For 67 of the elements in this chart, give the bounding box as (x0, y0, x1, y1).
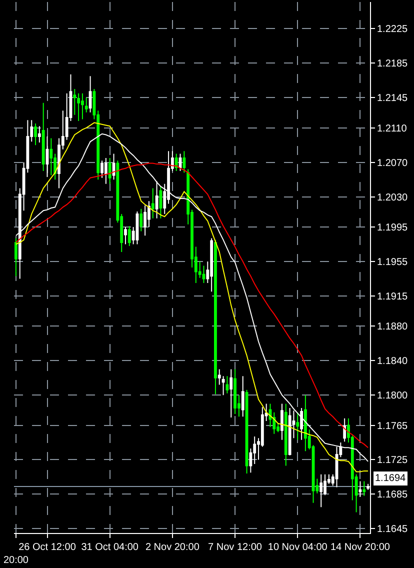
y-tick-label: 1.1840 (377, 356, 408, 368)
candlestick (88, 76, 92, 113)
y-tick-label: 1.1725 (377, 455, 408, 466)
candlestick (84, 97, 88, 113)
candlestick (241, 376, 244, 418)
y-tick-label: 1.1800 (377, 390, 408, 402)
candlestick (202, 265, 206, 284)
candlestick (112, 153, 116, 180)
y-tick-label: 1.1995 (377, 222, 408, 234)
y-tick-label: 1.1915 (377, 291, 408, 302)
candlestick (358, 480, 362, 498)
x-tick-label: 7 Nov 12:00 (208, 542, 262, 553)
candlestick (144, 204, 147, 236)
candlestick (42, 102, 45, 172)
y-tick-label: 1.2110 (377, 123, 408, 134)
candlestick (174, 153, 178, 172)
candlestick (288, 408, 292, 456)
x-tick-label: 10 Nov 04:00 (268, 542, 328, 553)
candlestick (155, 180, 158, 219)
candlestick (284, 403, 288, 466)
candlestick (343, 418, 346, 442)
candlestick (280, 403, 284, 440)
x-tick-label: 14 Nov 20:00 (330, 542, 390, 553)
candlestick (151, 188, 154, 219)
y-tick-label: 1.1880 (377, 322, 408, 333)
candlestick (38, 126, 41, 144)
y-tick-label: 1.2070 (377, 158, 408, 169)
candlestick (104, 158, 108, 184)
x-tick-label: 2 Nov 20:00 (145, 542, 200, 553)
candlestick (304, 394, 307, 452)
candlestick (50, 138, 53, 176)
y-tick-label: 1.1645 (377, 524, 408, 536)
x-tick-label: 26 Oct 12:00 (18, 542, 76, 553)
y-tick-label: 1.1765 (377, 420, 408, 432)
candlestick (210, 238, 214, 292)
candlestick (296, 412, 300, 440)
y-tick-label: 1.2225 (377, 24, 408, 36)
candlestick (320, 474, 323, 508)
candlestick (14, 238, 18, 277)
candlestick (140, 208, 143, 232)
candlestick (46, 136, 49, 178)
y-tick-label: 1.1955 (377, 256, 408, 268)
ref-line-label: 1.1694 (375, 473, 406, 484)
y-tick-label: 1.2030 (377, 192, 408, 204)
candlestick (300, 408, 303, 440)
y-tick-label: 1.2145 (377, 93, 408, 104)
candlestick (222, 376, 225, 396)
candlestick (178, 153, 182, 172)
candlestick (108, 158, 112, 184)
candlestick (214, 239, 217, 395)
candlestick (226, 376, 229, 394)
candlestick (77, 92, 80, 122)
candlestick (128, 226, 131, 246)
candlestick (362, 480, 366, 496)
candlestick (230, 368, 233, 418)
candlestick (81, 92, 84, 120)
x-tick-label: 20:00 (3, 555, 29, 566)
candlestick (182, 150, 186, 174)
candlestick (218, 368, 221, 386)
candlestick (234, 368, 236, 415)
candlestick (159, 186, 162, 219)
candlestick (34, 123, 37, 146)
candlestick (124, 226, 127, 245)
y-tick-label: 1.1685 (377, 490, 408, 501)
x-tick-label: 31 Oct 04:00 (81, 542, 139, 553)
candlestick (73, 88, 76, 116)
y-tick-label: 1.2185 (377, 58, 408, 70)
